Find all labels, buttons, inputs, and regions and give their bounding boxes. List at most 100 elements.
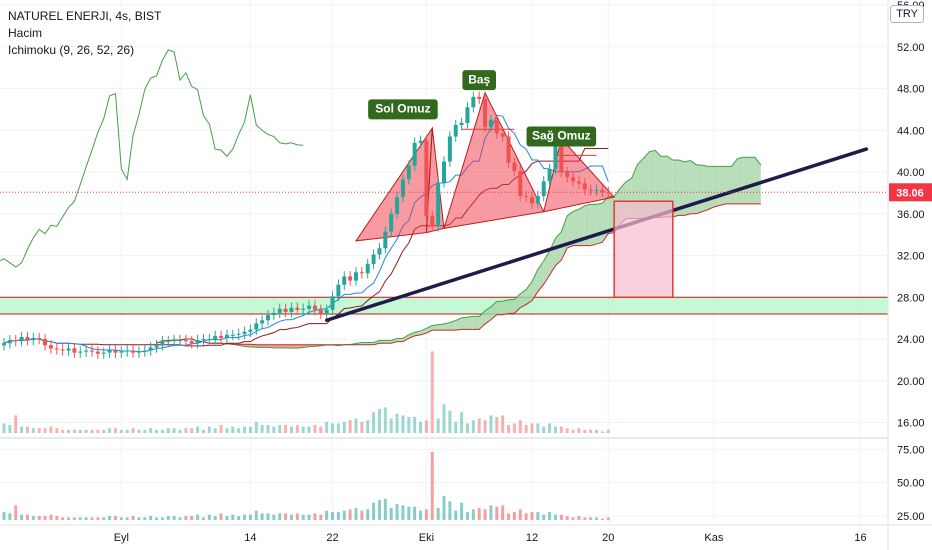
volume-overlay-bar [90, 429, 94, 433]
annotation-bg [462, 70, 496, 91]
volume-overlay-bar [495, 417, 499, 433]
cloud-segment [397, 338, 403, 342]
volume-overlay-bar [389, 418, 393, 433]
time-axis[interactable]: Eyl 14 22 Eki 12 20 Kas 16 [114, 532, 867, 544]
candle-body [283, 308, 288, 312]
neckline-trendline[interactable] [324, 147, 869, 323]
volume-bar [96, 517, 100, 520]
volume-bar [383, 498, 387, 520]
candle-body [230, 334, 235, 336]
volume-overlay-bar [78, 429, 82, 433]
cloud-segment [461, 317, 468, 330]
cloud-segment [361, 342, 368, 345]
volume-overlay-bar [372, 412, 376, 433]
cloud-segment [496, 301, 503, 315]
cloud-segment [256, 344, 263, 348]
volume-overlay-bar [8, 425, 12, 433]
time-tick-label: Eki [419, 532, 434, 544]
candle-body [365, 263, 370, 274]
pattern-triangle [443, 91, 545, 230]
cloud-segment [373, 340, 380, 345]
cloud-segment [444, 322, 450, 331]
volume-overlay-bar [424, 420, 428, 433]
volume-bar [348, 509, 352, 520]
cloud-segment [737, 157, 744, 204]
volume-bar [213, 516, 217, 520]
time-tick-label: 16 [854, 532, 866, 544]
volume-overlay-bar [55, 428, 59, 433]
price-tick-label: 52.00 [897, 42, 925, 54]
cloud-segment [520, 289, 527, 308]
time-tick-label: 12 [526, 532, 538, 544]
volume-bar [225, 516, 229, 520]
volume-bar [260, 513, 264, 520]
volume-overlay-bar [184, 428, 188, 433]
volume-bar [184, 516, 188, 520]
volume-overlay-bar [460, 412, 464, 433]
cloud-segment [702, 165, 708, 212]
candle-body [31, 338, 36, 341]
candle-body [54, 348, 59, 350]
candle-body [412, 142, 417, 166]
candle-body [2, 343, 6, 346]
candle-body [418, 140, 423, 143]
volume-bar [14, 505, 18, 520]
price-axis[interactable]: 56.0052.0048.0044.0040.0036.0032.0028.00… [897, 0, 925, 430]
price-tick-label: 36.00 [897, 209, 925, 221]
volume-bar [589, 517, 593, 520]
candle-body [483, 98, 488, 128]
price-tick-label: 44.00 [897, 125, 925, 137]
volume-bar [354, 508, 358, 520]
volume-bar [325, 510, 329, 520]
cloud-segment [508, 299, 515, 314]
annotation-text: Sol Omuz [375, 102, 430, 116]
volume-bar [401, 505, 405, 520]
volume-axis[interactable]: 75.00 50.00 25.00 [897, 444, 925, 523]
cloud-segment [684, 160, 691, 216]
volume-bar [559, 514, 563, 520]
candle-body [119, 351, 124, 353]
volume-bar [289, 514, 293, 520]
volume-bar [530, 512, 534, 520]
indicator-ichimoku[interactable]: Ichimoku (9, 26, 52, 26) [8, 43, 135, 57]
cloud-segment [379, 340, 386, 344]
candle-body [330, 296, 335, 310]
volume-bar [155, 517, 159, 520]
candle-body [342, 276, 347, 285]
candle-body [236, 333, 241, 335]
volume-overlay-bar [595, 429, 599, 433]
volume-bar [137, 517, 141, 520]
candle-body [131, 350, 136, 353]
candle-body [406, 165, 411, 180]
target-box[interactable] [613, 200, 674, 299]
candle-body [19, 336, 24, 342]
volume-overlay-bar [119, 429, 123, 433]
candle-body [125, 350, 130, 352]
volume-bar [595, 517, 599, 520]
volume-bar [108, 516, 112, 520]
volume-bar [436, 508, 440, 520]
volume-bar [366, 509, 370, 520]
candle-body [553, 141, 558, 169]
volume-bar [160, 517, 164, 520]
indicator-volume[interactable]: Hacim [8, 26, 43, 40]
candle-body [348, 276, 353, 281]
symbol-title[interactable]: NATUREL ENERJI, 4s, BIST [8, 9, 162, 23]
candle-body [60, 349, 65, 351]
volume-overlay-bar [49, 426, 53, 433]
volume-overlay-bar [96, 429, 100, 433]
candle-body [377, 248, 382, 255]
currency-badge[interactable]: TRY [890, 5, 924, 23]
candle-body [189, 341, 194, 344]
volume-tick-label: 50.00 [897, 478, 925, 490]
candle-body [148, 347, 153, 351]
volume-overlay-bar [553, 426, 557, 433]
candle-body [101, 352, 106, 354]
volume-overlay-bar [483, 420, 487, 433]
volume-bar [565, 516, 569, 520]
volume-bar [536, 512, 540, 520]
price-tick-label: 28.00 [897, 292, 925, 304]
volume-overlay-bar [25, 426, 29, 433]
cloud-segment [291, 344, 298, 349]
